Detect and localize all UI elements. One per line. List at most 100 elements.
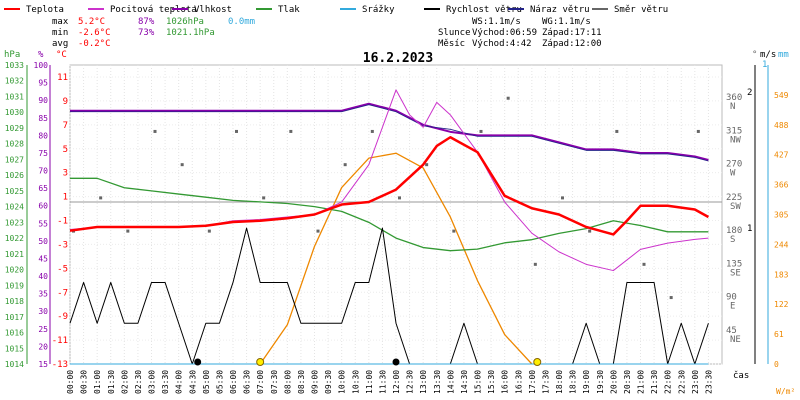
x-tick-label: 00:00: [66, 370, 75, 394]
hpa-tick-label: 1019: [5, 281, 24, 290]
temp-tick-label: 7: [63, 121, 68, 131]
hpa-tick-label: 1016: [5, 329, 24, 338]
pct-tick-label: 75: [38, 149, 48, 158]
legend-label: Pocitová teplota: [110, 5, 197, 15]
stat-avg-label: avg: [52, 39, 68, 49]
pct-tick-label: 40: [38, 272, 48, 281]
x-tick-label: 02:30: [134, 370, 143, 394]
x-tick-label: 19:00: [582, 370, 591, 394]
wind-dir-point: [370, 129, 374, 133]
hpa-tick-label: 1026: [5, 171, 24, 180]
wind-dir-point: [180, 163, 184, 167]
wind-dir-point: [398, 196, 401, 200]
moon-rise: Východ:4:42: [472, 39, 532, 49]
dir-tick-deg: 180: [726, 226, 742, 236]
series-temperature-line: [69, 136, 710, 236]
hpa-tick-label: 1017: [5, 313, 24, 322]
dir-tick-deg: 315: [726, 126, 742, 136]
x-tick-label: 10:00: [338, 370, 347, 394]
wind-dir-point: [207, 229, 211, 233]
dir-tick-deg: 45: [726, 326, 737, 336]
wind-dir-point: [479, 129, 483, 133]
x-tick-label: 16:00: [501, 370, 510, 394]
pct-tick-label: 95: [38, 79, 48, 88]
pct-tick-label: 100: [34, 61, 49, 70]
stat-max-temp: 5.2°C: [78, 17, 105, 27]
x-tick-label: 13:00: [419, 370, 428, 394]
legend-label: Teplota: [26, 5, 64, 15]
dir-tick-name: SW: [730, 202, 741, 212]
x-tick-label: 22:30: [677, 370, 686, 394]
wm2-tick-label: 427: [774, 151, 789, 160]
x-tick-label: 00:30: [80, 370, 89, 394]
wind-dir-point: [153, 129, 157, 133]
stat-max-rain: 0.0mm: [228, 17, 255, 27]
legend-label: Tlak: [278, 5, 300, 15]
hpa-tick-label: 1032: [5, 77, 24, 86]
temp-tick-label: 11: [57, 73, 68, 83]
x-tick-label: 13:30: [433, 370, 442, 394]
wm2-tick-label: 122: [774, 300, 789, 309]
x-tick-label: 12:00: [392, 370, 401, 394]
dir-tick-name: W: [730, 169, 736, 179]
stat-max-press: 1026hPa: [166, 17, 204, 27]
pct-tick-label: 50: [38, 237, 48, 246]
x-tick-label: 15:30: [487, 370, 496, 394]
temp-tick-label: -3: [57, 240, 68, 250]
dir-tick-deg: 360: [726, 93, 742, 103]
wm2-tick-label: 305: [774, 211, 789, 220]
temp-tick-label: -13: [52, 360, 68, 370]
x-tick-label: 20:00: [609, 370, 618, 394]
hpa-tick-label: 1015: [5, 344, 24, 353]
wm2-tick-label: 366: [774, 181, 789, 190]
wind-dir-point: [506, 96, 510, 100]
stat-min-temp: -2.6°C: [78, 28, 111, 38]
wind-dir-point: [452, 229, 456, 233]
wind-dir-point: [262, 196, 266, 200]
pct-tick-label: 25: [38, 325, 48, 334]
stats-block: max 5.2°C 87% 1026hPa 0.0mm min -2.6°C 7…: [52, 17, 602, 49]
wind-dir-point: [533, 262, 537, 266]
wind-dir-point: [561, 196, 564, 200]
sun-marker: [256, 358, 265, 366]
dir-tick-name: NW: [730, 135, 741, 145]
stat-min-press: 1021.1hPa: [166, 28, 215, 38]
temp-tick-label: -7: [57, 288, 68, 298]
x-tick-label: 17:30: [541, 370, 550, 394]
sun-set: Západ:17:11: [542, 28, 602, 38]
temp-tick-label: 5: [63, 145, 68, 155]
x-tick-label: 17:00: [528, 370, 537, 394]
wm2-tick-label: 183: [774, 270, 789, 279]
x-tick-label: 01:00: [93, 370, 102, 394]
pct-tick-label: 80: [38, 131, 48, 140]
sun-label: Slunce: [438, 28, 471, 38]
temp-tick-label: -5: [57, 264, 68, 274]
wind-dir-point: [99, 196, 103, 200]
hpa-tick-label: 1022: [5, 234, 24, 243]
hpa-tick-label: 1021: [5, 250, 24, 259]
legend-label: Srážky: [362, 5, 395, 15]
stat-min-label: min: [52, 28, 68, 38]
x-tick-label: 07:30: [270, 370, 279, 394]
axis-unit-wm2: W/m²: [776, 387, 795, 396]
pct-tick-label: 65: [38, 184, 48, 193]
x-tick-label: 04:30: [188, 370, 197, 394]
dir-tick-name: E: [730, 302, 735, 312]
axis-unit-pct: %: [38, 50, 44, 60]
sun-marker: [533, 358, 542, 366]
hpa-tick-label: 1030: [5, 108, 24, 117]
axis-unit-ms: m/s: [760, 50, 776, 60]
wind-dir-point: [316, 229, 320, 233]
series-solar-line: [259, 152, 533, 365]
wind-ws: WS:1.1m/s: [472, 17, 521, 27]
pct-tick-label: 60: [38, 202, 48, 211]
series-pressure-line: [70, 177, 709, 252]
temp-tick-label: 9: [63, 97, 68, 107]
wm2-tick-label: 61: [774, 330, 784, 339]
dir-tick-name: SE: [730, 268, 741, 278]
x-tick-label: 09:00: [311, 370, 320, 394]
pct-tick-label: 85: [38, 114, 48, 123]
moon-label: Měsíc: [438, 39, 465, 49]
x-tick-label: 11:00: [365, 370, 374, 394]
